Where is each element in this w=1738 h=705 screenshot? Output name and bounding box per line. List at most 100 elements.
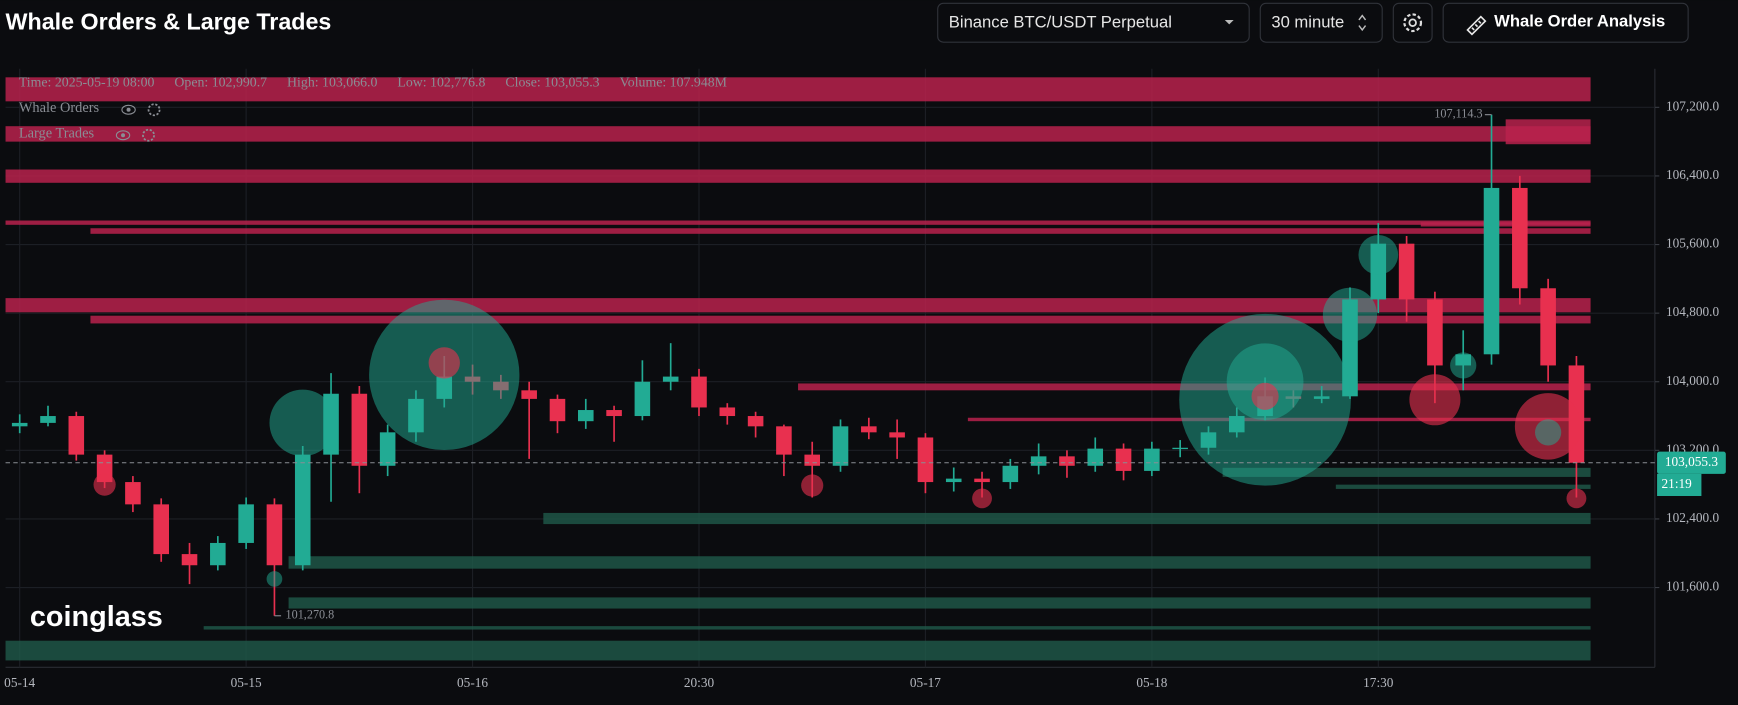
candle-body: [153, 504, 169, 555]
info-item: Open: 102,990.7: [174, 74, 267, 89]
gear-icon[interactable]: [147, 103, 161, 117]
ruler-icon: [1466, 15, 1487, 36]
whale-order-bar: [1222, 467, 1591, 477]
whale-order-bar: [5, 298, 1591, 313]
select-box[interactable]: [937, 2, 1250, 43]
candle-body: [1398, 243, 1415, 300]
candle-body: [521, 390, 537, 399]
whale-order-bar: [5, 220, 1591, 225]
candle-body: [861, 426, 877, 433]
analysis-button[interactable]: Whale Order Analysis: [1442, 2, 1689, 43]
countdown: 21:19: [1662, 476, 1693, 491]
large-trade-bubble: [1566, 488, 1587, 509]
button-text[interactable]: Whale Order Analysis: [1494, 12, 1665, 31]
x-tick-label: 05-16: [457, 675, 488, 690]
price-label: 103,055.3: [1665, 454, 1719, 469]
candle-body: [11, 422, 28, 427]
eye-icon[interactable]: [115, 130, 131, 141]
gear-icon[interactable]: [142, 128, 155, 142]
price-label-box: [1657, 451, 1726, 474]
x-tick-label: 05-14: [4, 675, 35, 690]
eye-pupil: [121, 133, 126, 138]
select-box[interactable]: [1259, 2, 1383, 43]
axes: 101,600.0102,400.0103,200.0104,000.0104,…: [4, 98, 1726, 690]
overlay-label: Whale Orders: [19, 100, 100, 116]
x-tick-label: 05-18: [1136, 675, 1167, 690]
whale-order-bar: [288, 556, 1591, 569]
large-trade-bubble: [1251, 382, 1279, 410]
whale-order-bar: [1335, 484, 1591, 489]
select-text[interactable]: Binance BTC/USDT Perpetual: [949, 13, 1172, 32]
high-annotation: 107,114.3: [1434, 106, 1482, 120]
large-trade-bubble: [972, 488, 992, 509]
candle-body: [974, 478, 990, 483]
info-item: Close: 103,055.3: [505, 74, 599, 89]
whale-order-bar: [90, 228, 1591, 234]
candle-body: [40, 416, 56, 423]
y-tick-label: 104,800.0: [1666, 304, 1720, 319]
whale-order-bar: [5, 77, 1591, 102]
candle-body: [1144, 448, 1160, 471]
whale-order-bar: [5, 126, 1591, 142]
eye-outline[interactable]: [115, 130, 131, 141]
y-tick-label: 101,600.0: [1666, 579, 1720, 594]
candle-body: [1030, 456, 1047, 466]
large-trade-bubble: [801, 474, 824, 497]
info-item: Time: 2025-05-19 08:00: [19, 74, 155, 89]
whale-order-bar: [1505, 119, 1591, 145]
caret: [1224, 19, 1234, 25]
candle-body: [945, 478, 962, 483]
large-trade-bubble: [269, 389, 336, 457]
candle-body: [1002, 465, 1019, 483]
candle-body: [379, 432, 396, 466]
whale-order-bar: [543, 512, 1591, 525]
info-item: Low: 102,776.8: [397, 74, 485, 89]
large-trades: [93, 234, 1587, 587]
exchange-select[interactable]: Binance BTC/USDT Perpetual: [937, 2, 1250, 43]
candle-body: [634, 381, 651, 417]
low-annotation: 101,270.8: [286, 608, 335, 622]
candle-body: [1115, 448, 1132, 471]
x-tick-label: 05-15: [231, 675, 262, 690]
button-box[interactable]: [1392, 2, 1433, 43]
candle-body: [832, 426, 849, 466]
candle-body: [889, 432, 905, 438]
interval-select[interactable]: 30 minute: [1259, 2, 1383, 43]
candle-body: [691, 376, 707, 408]
candle-body: [294, 454, 311, 566]
candle-body: [577, 410, 594, 422]
x-tick-label: 17:30: [1363, 675, 1394, 690]
large-trade-bubble: [93, 473, 116, 496]
settings-button[interactable]: [1392, 2, 1433, 43]
whale-order-bar: [288, 597, 1591, 609]
whale-order-bar: [5, 640, 1591, 661]
large-trade-bubble: [1450, 352, 1477, 379]
candle-body: [238, 504, 254, 543]
eye-pupil: [126, 107, 131, 112]
candle-body: [181, 554, 198, 566]
candle-body: [1059, 456, 1075, 466]
y-tick-label: 106,400.0: [1666, 167, 1720, 182]
y-tick-label: 107,200.0: [1666, 98, 1720, 113]
candle-body: [776, 426, 792, 455]
candle-body: [68, 416, 85, 455]
whale-order-bar: [1420, 222, 1591, 227]
candle-body: [210, 542, 226, 566]
y-tick-label: 102,400.0: [1666, 510, 1720, 525]
large-trade-bubble: [1409, 374, 1461, 426]
eye-outline[interactable]: [121, 104, 136, 115]
button-box[interactable]: [1442, 2, 1689, 43]
eye-icon[interactable]: [121, 104, 136, 115]
whale-order-bar: [203, 626, 1591, 630]
y-tick-label: 104,000.0: [1666, 373, 1720, 388]
info-item: Volume: 107.948M: [620, 74, 727, 89]
candle-body: [917, 437, 934, 483]
overlay-label: Large Trades: [19, 125, 95, 141]
candle-body: [1483, 187, 1500, 355]
candle-body: [266, 504, 283, 566]
select-text[interactable]: 30 minute: [1271, 13, 1344, 32]
info-item: High: 103,066.0: [287, 74, 377, 89]
gear-icon: [1403, 13, 1423, 33]
